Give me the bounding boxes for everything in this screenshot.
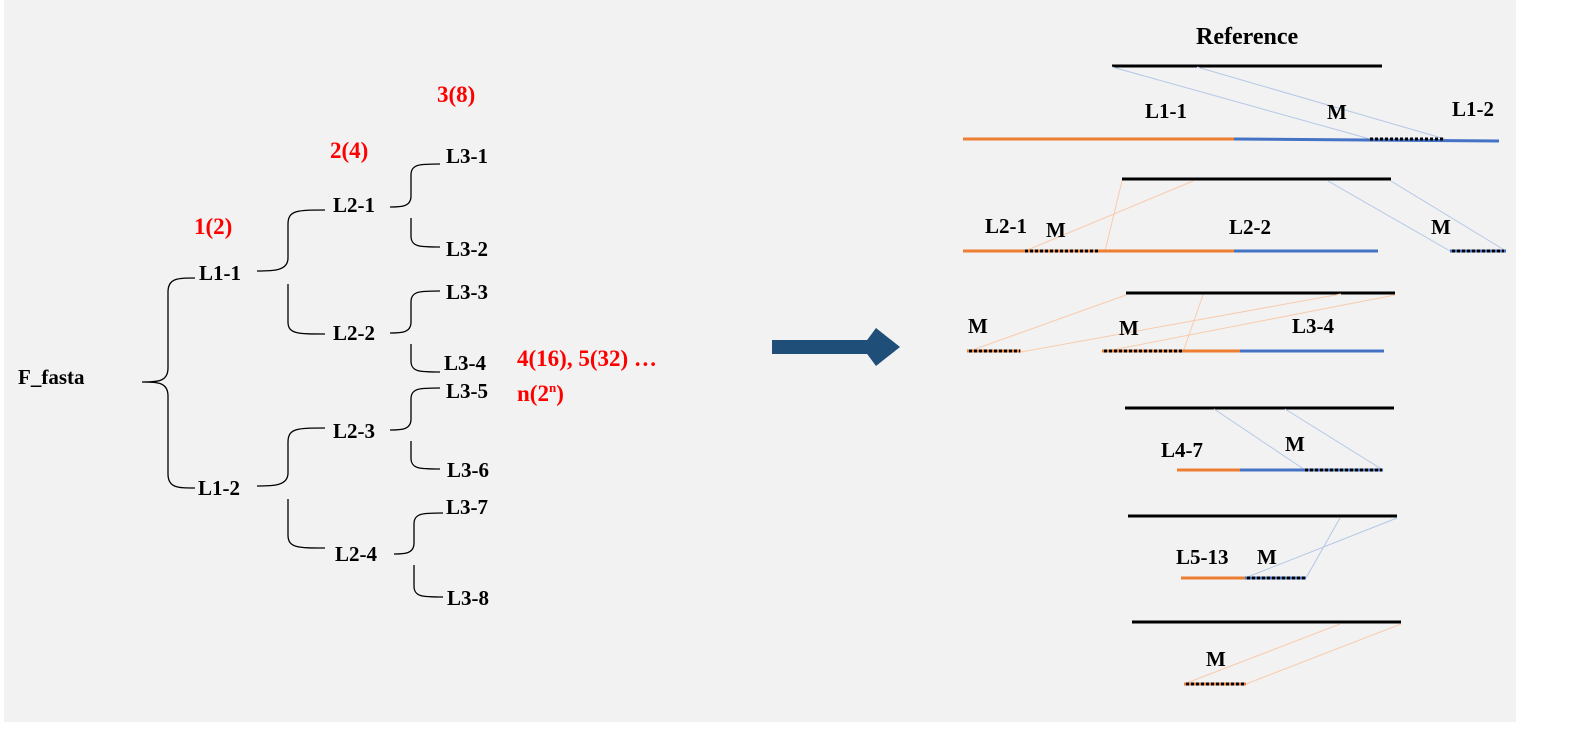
general-exponent: n	[548, 380, 557, 395]
map-line-orange	[1182, 294, 1204, 353]
arrow	[772, 328, 900, 366]
map-line-orange	[1245, 623, 1402, 685]
tree-node-l3: L3-5	[446, 379, 488, 403]
row3-read-label: L3-4	[1292, 314, 1334, 338]
map-line-blue	[1111, 66, 1371, 140]
row1-read-label: L1-2	[1452, 97, 1494, 121]
tree-node-l2: L2-1	[333, 193, 375, 217]
map-line-orange	[1020, 293, 1342, 353]
map-line-orange	[1024, 180, 1194, 252]
map-line-blue	[1244, 517, 1398, 579]
map-line-orange	[966, 294, 1127, 353]
general-prefix: n(2	[517, 381, 549, 406]
level-count-label: 2(4)	[330, 138, 369, 163]
tree-node-l3: L3-6	[447, 458, 489, 482]
tree-node-l1: L1-1	[199, 261, 241, 285]
map-line-orange	[1183, 623, 1341, 685]
tree-root-label: F_fasta	[18, 365, 85, 389]
tree-node-l2: L2-4	[335, 542, 377, 566]
figure-panel	[4, 0, 1516, 722]
tree-node-l2: L2-3	[333, 419, 375, 443]
row5-m-label: M	[1257, 545, 1277, 569]
tree-node-l3: L3-8	[447, 586, 489, 610]
bracket-l1-1	[256, 209, 326, 335]
row2-read-label: L2-1	[985, 214, 1027, 238]
map-line-orange	[1104, 180, 1123, 252]
row4-read-label: L4-7	[1161, 438, 1203, 462]
reference-title: Reference	[1196, 24, 1299, 50]
arrow-head	[862, 328, 900, 366]
tree-brackets	[141, 163, 444, 598]
row1-read-label: L1-1	[1145, 99, 1187, 123]
level-count-label: 1(2)	[194, 214, 233, 239]
bracket-root	[141, 277, 196, 489]
level-count-general-label: n(2n)	[517, 381, 564, 405]
bracket-l2-4	[393, 512, 444, 598]
m-regions	[969, 137, 1504, 686]
reference-lines	[1112, 64, 1401, 624]
map-line-blue	[1327, 180, 1451, 252]
row3-m-label: M	[968, 314, 988, 338]
level-count-label: 3(8)	[437, 82, 476, 107]
map-line-blue	[1284, 408, 1384, 471]
tree-node-l1: L1-2	[198, 476, 240, 500]
row2-read-label: L2-2	[1229, 215, 1271, 239]
map-line-blue	[1390, 180, 1507, 252]
map-line-blue	[1213, 408, 1306, 471]
tree-node-l3: L3-4	[444, 351, 486, 375]
row1-m-label: M	[1327, 100, 1347, 124]
tree-node-l3: L3-7	[446, 495, 488, 519]
general-suffix: )	[556, 381, 564, 406]
map-line-orange	[1101, 294, 1396, 353]
row3-m-label: M	[1119, 316, 1139, 340]
segment-blue	[1233, 137, 1500, 143]
bracket-l2-3	[389, 387, 441, 470]
map-line-blue	[1196, 66, 1446, 140]
bracket-l2-1	[389, 163, 441, 248]
tree-node-l3: L3-3	[446, 280, 488, 304]
tree-node-l3: L3-2	[446, 237, 488, 261]
map-line-blue	[1305, 517, 1341, 579]
tree-node-l3: L3-1	[446, 144, 488, 168]
arrow-shaft	[772, 340, 876, 354]
bracket-l2-2	[389, 290, 441, 373]
row2-m-label: M	[1046, 218, 1066, 242]
row5-read-label: L5-13	[1176, 545, 1229, 569]
tree-node-l2: L2-2	[333, 321, 375, 345]
level-count-more-label: 4(16), 5(32) …	[517, 346, 657, 371]
row4-m-label: M	[1285, 432, 1305, 456]
bracket-l1-2	[256, 427, 326, 549]
mapping-lines	[966, 66, 1507, 685]
row2-m-label: M	[1431, 215, 1451, 239]
row6-m-label: M	[1206, 647, 1226, 671]
